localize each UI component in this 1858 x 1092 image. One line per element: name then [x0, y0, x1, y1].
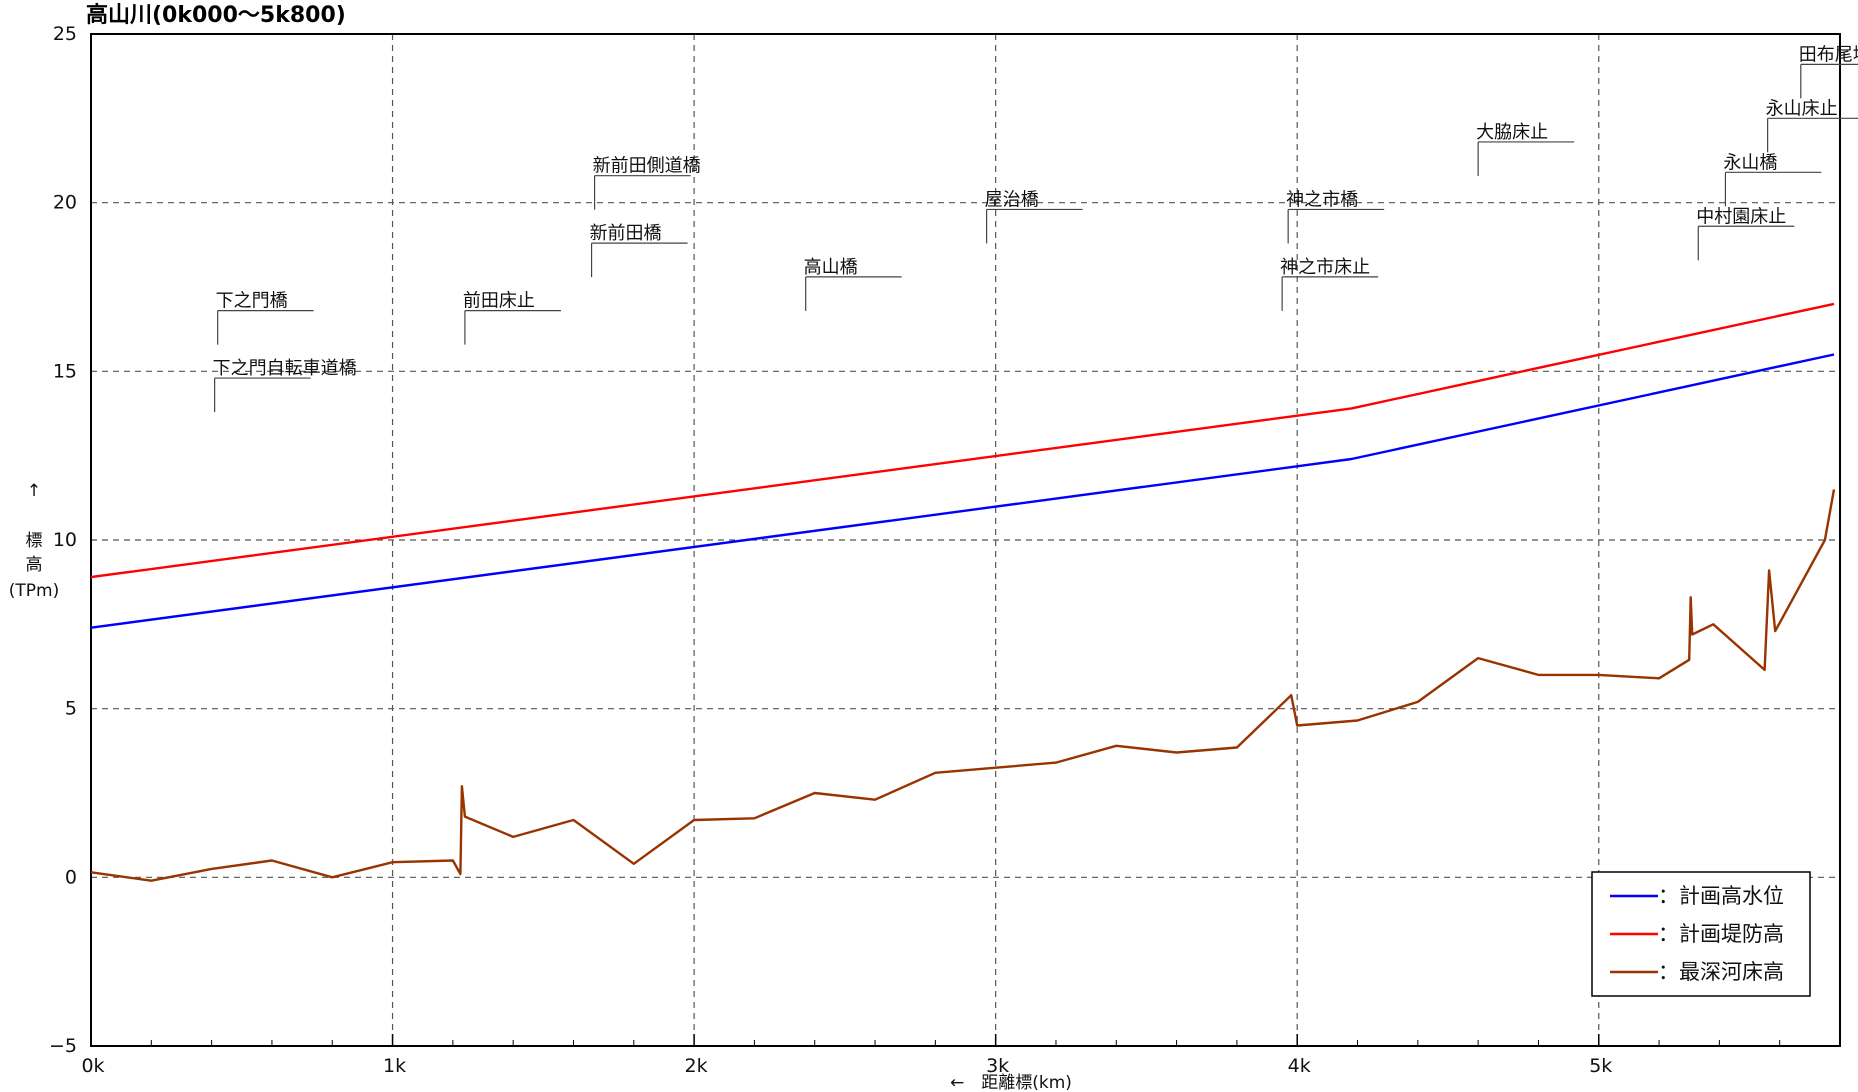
series-line-3	[90, 489, 1836, 882]
y-tick-label: 25	[53, 23, 77, 45]
series-lines	[90, 302, 1836, 882]
x-tick-label: 1k	[383, 1055, 406, 1077]
chart-title: 高山川(0k000～5k800)	[86, 2, 346, 28]
x-tick-label: 3k	[986, 1055, 1009, 1077]
y-axis-label-part: (TPm)	[9, 581, 59, 601]
x-axis-label: ← 距離標(km)	[950, 1073, 1072, 1092]
x-tick-label: 5k	[1589, 1055, 1612, 1077]
annotation-label: 下之門橋	[216, 291, 288, 312]
series-line-2	[90, 302, 1835, 579]
annotation-label: 高山橋	[804, 257, 858, 278]
axis-ticks: 25 20 15 10 5 0 −50k 1k 2k 3k 4k 5k	[49, 23, 1781, 1077]
annotation-label: 屋治橋	[985, 189, 1039, 210]
annotation-label: 大脇床止	[1476, 122, 1548, 143]
legend-label: ：最深河床高	[1658, 960, 1784, 984]
x-tick-label: 0k	[81, 1055, 104, 1077]
x-tick-label: 2k	[685, 1055, 708, 1077]
annotation-label: 田布尾堰	[1799, 44, 1858, 65]
y-axis-label-part: 標	[26, 531, 43, 551]
plot-frame	[90, 33, 1841, 1047]
annotation-label: 神之市床止	[1280, 257, 1370, 278]
annotation-label: 永山橋	[1723, 152, 1777, 173]
y-axis-label: ↑ 標高 (TPm)	[9, 481, 59, 601]
annotation-label: 下之門自転車道橋	[213, 358, 357, 379]
legend-label: ：計画高水位	[1658, 884, 1784, 908]
grid-lines	[91, 34, 1840, 1046]
series-line-1	[90, 353, 1835, 629]
annotation-label: 新前田橋	[590, 223, 662, 244]
annotation-label: 神之市橋	[1286, 189, 1358, 210]
annotation-label: 中村園床止	[1696, 206, 1786, 227]
y-tick-label: 20	[53, 192, 77, 214]
x-tick-label: 4k	[1288, 1055, 1311, 1077]
y-tick-label: 15	[53, 360, 77, 382]
y-tick-label: 0	[65, 866, 77, 888]
annotation-label: 永山床止	[1766, 98, 1838, 119]
annotation-label: 前田床止	[463, 291, 535, 312]
y-axis-label-part: ↑	[27, 481, 41, 501]
legend-label: ：計画堤防高	[1658, 922, 1784, 946]
y-tick-label: 5	[65, 698, 77, 720]
y-tick-label: −5	[49, 1035, 77, 1057]
legend: ：計画高水位 ：計画堤防高 ：最深河床高	[1591, 871, 1811, 997]
annotation-label: 新前田側道橋	[593, 156, 701, 177]
y-axis-label-part: 高	[26, 555, 43, 575]
y-tick-label: 10	[53, 529, 77, 551]
